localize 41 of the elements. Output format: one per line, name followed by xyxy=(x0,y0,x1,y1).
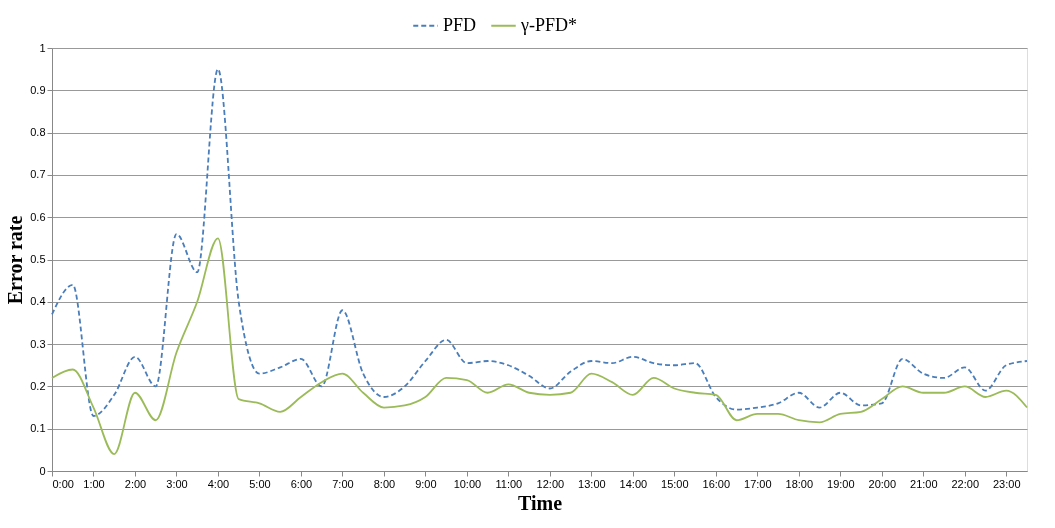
x-tick-label: 17:00 xyxy=(744,477,772,490)
x-tick-label: 14:00 xyxy=(619,477,648,490)
x-tick-label: 0:00 xyxy=(52,477,74,490)
y-tick-label: 0.4 xyxy=(30,295,46,308)
legend-label: γ-PFD* xyxy=(520,14,577,35)
x-tick-label: 16:00 xyxy=(702,477,731,490)
y-tick-label: 0.6 xyxy=(30,210,46,223)
y-tick-label: 0.2 xyxy=(30,379,46,392)
x-tick-label: 21:00 xyxy=(910,477,938,490)
y-tick-label: 1 xyxy=(39,41,46,54)
y-tick-label: 0.1 xyxy=(30,422,46,435)
x-axis-title: Time xyxy=(517,491,563,514)
x-tick-label: 5:00 xyxy=(249,477,271,490)
x-tick-label: 3:00 xyxy=(166,477,188,490)
y-tick-label: 0.8 xyxy=(30,126,46,139)
x-tick-label: 19:00 xyxy=(827,477,855,490)
x-tick-label: 6:00 xyxy=(290,477,313,490)
x-tick-label: 23:00 xyxy=(992,477,1021,490)
line-series xyxy=(51,68,1028,417)
x-tick-label: 18:00 xyxy=(785,477,814,490)
x-tick-label: 4:00 xyxy=(207,477,230,490)
x-tick-label: 13:00 xyxy=(578,477,606,490)
legend-label: PFD xyxy=(443,14,477,35)
x-tick-label: 1:00 xyxy=(83,477,105,490)
x-tick-label: 9:00 xyxy=(415,477,437,490)
x-tick-label: 20:00 xyxy=(868,477,897,490)
y-tick-label: 0.9 xyxy=(30,83,46,96)
y-axis-title: Error rate xyxy=(4,215,27,305)
x-tick-label: 8:00 xyxy=(373,477,396,490)
y-tick-label: 0.7 xyxy=(30,168,46,181)
x-tick-label: 12:00 xyxy=(536,477,565,490)
x-tick-label: 15:00 xyxy=(661,477,689,490)
x-tick-label: 22:00 xyxy=(951,477,980,490)
x-tick-label: 11:00 xyxy=(495,477,523,490)
x-tick-label: 7:00 xyxy=(332,477,354,490)
y-tick-label: 0 xyxy=(39,464,46,477)
line-series xyxy=(51,237,1028,455)
x-tick-label: 10:00 xyxy=(453,477,482,490)
x-tick-label: 2:00 xyxy=(124,477,147,490)
y-tick-label: 0.5 xyxy=(30,253,46,265)
y-tick-label: 0.3 xyxy=(30,337,46,350)
